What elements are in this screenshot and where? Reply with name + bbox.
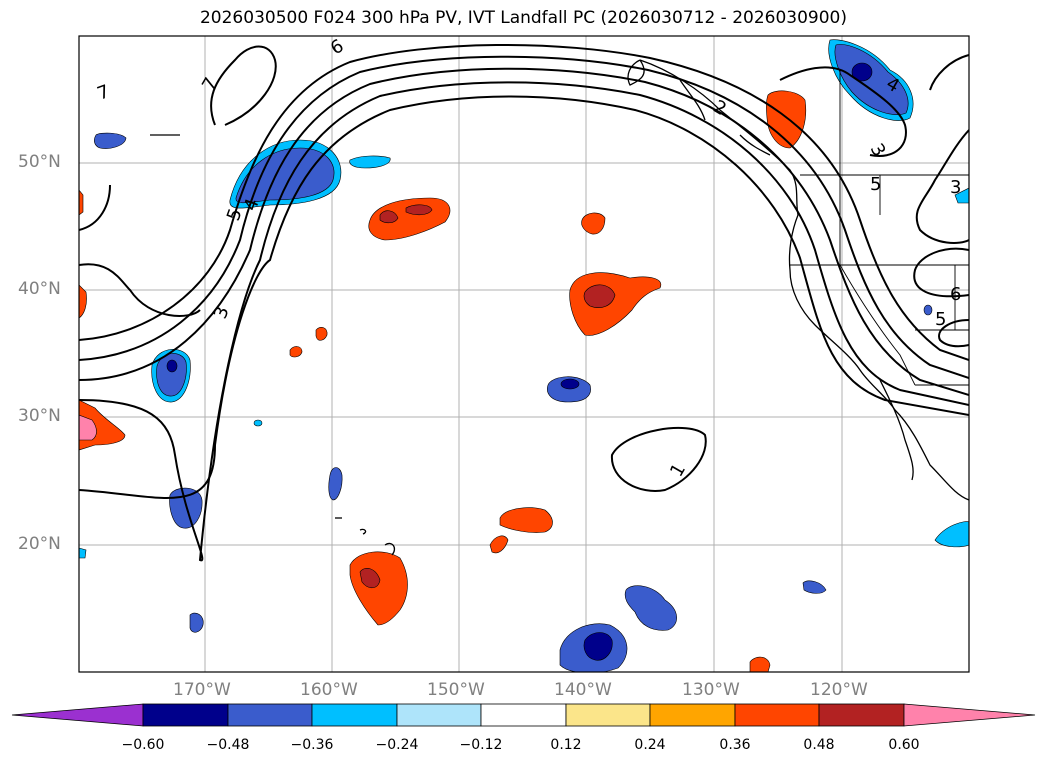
borders [790,70,969,386]
colorbar-segment [396,703,482,727]
colorbar-segment [480,703,567,727]
colorbar-segment [649,703,736,727]
coastlines [150,59,969,556]
colorbar-segment [311,703,398,727]
lon-label: 170°W [173,680,231,700]
map-title: 2026030500 F024 300 hPa PV, IVT Landfall… [199,8,847,28]
colorbar-tick: 0.36 [719,737,751,753]
colorbar-segment [818,703,905,727]
lon-label: 120°W [810,680,868,700]
colorbar-segment [565,703,651,727]
colorbar-extend-left [11,703,144,727]
plot-frame [78,35,970,673]
negative-anomaly-regions [79,39,969,672]
lon-label: 160°W [300,680,358,700]
positive-anomaly-regions [79,90,807,672]
lat-label: 20°N [18,534,61,554]
colorbar-tick: −0.36 [290,737,334,753]
colorbar-tick: 0.60 [888,737,920,753]
colorbar-tick: −0.12 [459,737,503,753]
colorbar-tick: 0.12 [550,737,582,753]
lat-label: 40°N [18,279,61,299]
colorbar-tick: −0.48 [206,737,250,753]
lon-label: 140°W [554,680,612,700]
contour-lines [79,44,969,562]
colorbar-segment [734,703,820,727]
colorbar-segment [142,703,229,727]
lon-label: 130°W [682,680,740,700]
plot-area [79,36,969,672]
contour-label: 5 [870,174,881,195]
colorbar-tick: −0.60 [121,737,165,753]
colorbar [11,703,1036,727]
colorbar-tick: −0.24 [375,737,419,753]
colorbar-extend-right [903,703,1036,727]
graticule [79,36,969,672]
lat-label: 50°N [18,152,61,172]
colorbar-tick: 0.24 [634,737,666,753]
colorbar-tick: 0.48 [803,737,835,753]
lat-label: 30°N [18,406,61,426]
lon-label: 150°W [427,680,485,700]
contour-label: 5 [935,309,946,330]
colorbar-segment [227,703,313,727]
contour-label: 3 [950,177,961,198]
contour-label: 6 [950,284,961,305]
